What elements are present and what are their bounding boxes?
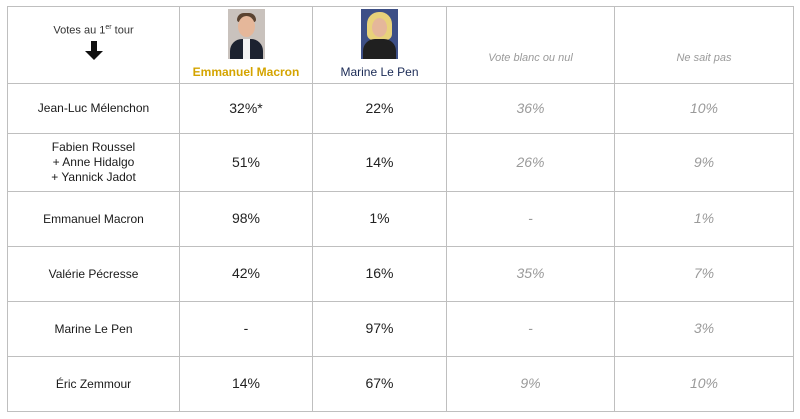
cell-blanc: 26% [446,133,615,192]
table-row: Éric Zemmour 14% 67% 9% 10% [7,356,794,412]
lepen-portrait [361,9,398,59]
row-label: Valérie Pécresse [7,246,180,302]
cell-nsp: 10% [614,356,794,412]
row-label: Éric Zemmour [7,356,180,412]
cell-blanc: - [446,301,615,357]
cell-lepen: 16% [312,246,447,302]
macron-portrait [227,9,265,59]
row-label: Fabien Roussel + Anne Hidalgo + Yannick … [7,133,180,192]
cell-nsp: 3% [614,301,794,357]
table-row: Jean-Luc Mélenchon 32%* 22% 36% 10% [7,83,794,134]
second-round-transfer-table: Votes au 1er tour Emmanuel Macron Marine… [7,6,794,412]
table-row: Marine Le Pen - 97% - 3% [7,301,794,357]
down-arrow-icon [9,40,179,60]
table-row: Emmanuel Macron 98% 1% - 1% [7,191,794,247]
cell-nsp: 1% [614,191,794,247]
cell-blanc: - [446,191,615,247]
option-vote-blanc: Vote blanc ou nul [488,52,573,64]
cell-macron: - [179,301,313,357]
candidate-name-macron: Emmanuel Macron [190,65,302,79]
cell-nsp: 10% [614,83,794,134]
cell-lepen: 1% [312,191,447,247]
row-label: Marine Le Pen [7,301,180,357]
cell-blanc: 36% [446,83,615,134]
row-label: Emmanuel Macron [7,191,180,247]
cell-macron: 51% [179,133,313,192]
cell-macron: 98% [179,191,313,247]
header-vote-blanc: Vote blanc ou nul [446,6,615,84]
cell-nsp: 7% [614,246,794,302]
header-lepen: Marine Le Pen [312,6,447,84]
cell-macron: 14% [179,356,313,412]
cell-macron: 32%* [179,83,313,134]
table-row: Fabien Roussel + Anne Hidalgo + Yannick … [7,133,794,192]
cell-macron: 42% [179,246,313,302]
cell-nsp: 9% [614,133,794,192]
cell-blanc: 35% [446,246,615,302]
corner-label: Votes au 1er tour [53,24,134,37]
cell-lepen: 14% [312,133,447,192]
row-label: Jean-Luc Mélenchon [7,83,180,134]
option-ne-sait-pas: Ne sait pas [676,52,732,64]
cell-lepen: 97% [312,301,447,357]
candidate-name-lepen: Marine Le Pen [340,65,419,79]
cell-lepen: 67% [312,356,447,412]
header-ne-sait-pas: Ne sait pas [614,6,794,84]
cell-lepen: 22% [312,83,447,134]
corner-cell: Votes au 1er tour [7,6,180,84]
cell-blanc: 9% [446,356,615,412]
table-row: Valérie Pécresse 42% 16% 35% 7% [7,246,794,302]
header-row: Votes au 1er tour Emmanuel Macron Marine… [7,6,794,84]
header-macron: Emmanuel Macron [179,6,313,84]
